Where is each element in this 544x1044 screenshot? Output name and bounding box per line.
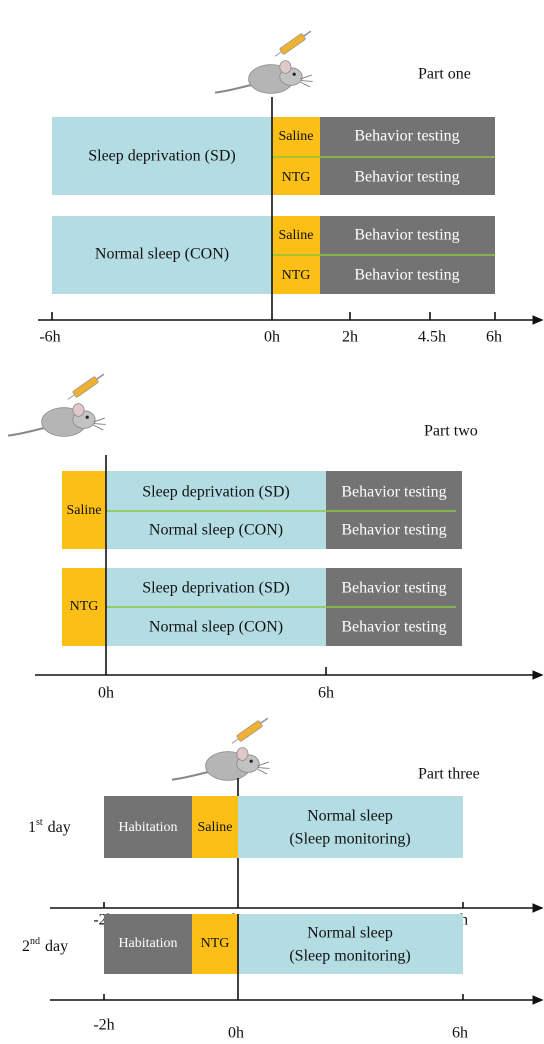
phase-label: Behavior testing bbox=[354, 128, 459, 145]
drug-label: NTG bbox=[282, 170, 311, 185]
sleep-label: Normal sleep bbox=[307, 808, 393, 825]
ordinal-suffix: nd bbox=[30, 936, 40, 947]
drug-label: Saline bbox=[67, 503, 102, 518]
axis-label: 0h bbox=[98, 685, 114, 702]
group-label: Normal sleep (CON) bbox=[149, 522, 283, 539]
group-label: Sleep deprivation (SD) bbox=[142, 484, 290, 501]
sleep-label: Normal sleep bbox=[307, 925, 393, 942]
mouse-icon bbox=[172, 715, 270, 780]
phase-label: Behavior testing bbox=[341, 619, 446, 636]
part-title: Part two bbox=[424, 423, 478, 440]
day-word: day bbox=[48, 819, 71, 836]
phase-label: Behavior testing bbox=[341, 484, 446, 501]
sleep-label: (Sleep monitoring) bbox=[289, 948, 410, 965]
drug-label: NTG bbox=[201, 936, 230, 951]
phase-label: Behavior testing bbox=[341, 522, 446, 539]
part-title: Part one bbox=[418, 66, 471, 83]
axis-label: 0h bbox=[264, 329, 280, 346]
mouse-icon bbox=[8, 371, 106, 436]
ordinal-suffix: st bbox=[36, 817, 43, 828]
phase-label: Habitation bbox=[118, 936, 177, 951]
drug-label: Saline bbox=[198, 820, 233, 835]
axis-ticks bbox=[52, 312, 495, 320]
drug-label: Saline bbox=[279, 129, 314, 144]
axis-label: 0h bbox=[228, 1025, 244, 1042]
day-word: day bbox=[45, 938, 68, 955]
axis-label: 6h bbox=[318, 685, 334, 702]
drug-label: NTG bbox=[70, 599, 99, 614]
axis-label: 2h bbox=[342, 329, 358, 346]
phase-label: Behavior testing bbox=[354, 227, 459, 244]
ordinal: 2 bbox=[22, 938, 30, 955]
group-label: Sleep deprivation (SD) bbox=[142, 580, 290, 597]
drug-label: NTG bbox=[282, 268, 311, 283]
axis-label: 6h bbox=[486, 329, 502, 346]
phase-label: Behavior testing bbox=[354, 267, 459, 284]
axis-label: -2h bbox=[93, 1017, 114, 1034]
part-title: Part three bbox=[418, 766, 480, 783]
axis-label: -6h bbox=[39, 329, 60, 346]
sleep-block bbox=[238, 796, 463, 858]
drug-label: Saline bbox=[279, 228, 314, 243]
group-label: Normal sleep (CON) bbox=[95, 246, 229, 263]
axis-label: 4.5h bbox=[418, 329, 446, 346]
phase-label: Behavior testing bbox=[354, 169, 459, 186]
axis-ticks bbox=[104, 994, 463, 1000]
phase-label: Behavior testing bbox=[341, 580, 446, 597]
axis-label: 6h bbox=[452, 1025, 468, 1042]
diagram: Part one Sleep deprivation (SD) Normal s… bbox=[0, 0, 544, 1044]
phase-label: Habitation bbox=[118, 820, 177, 835]
sleep-block bbox=[238, 914, 463, 974]
group-label: Normal sleep (CON) bbox=[149, 619, 283, 636]
sleep-label: (Sleep monitoring) bbox=[289, 831, 410, 848]
ordinal: 1 bbox=[28, 819, 36, 836]
mouse-icon bbox=[215, 28, 313, 93]
axis-ticks bbox=[104, 902, 463, 908]
group-label: Sleep deprivation (SD) bbox=[88, 148, 236, 165]
